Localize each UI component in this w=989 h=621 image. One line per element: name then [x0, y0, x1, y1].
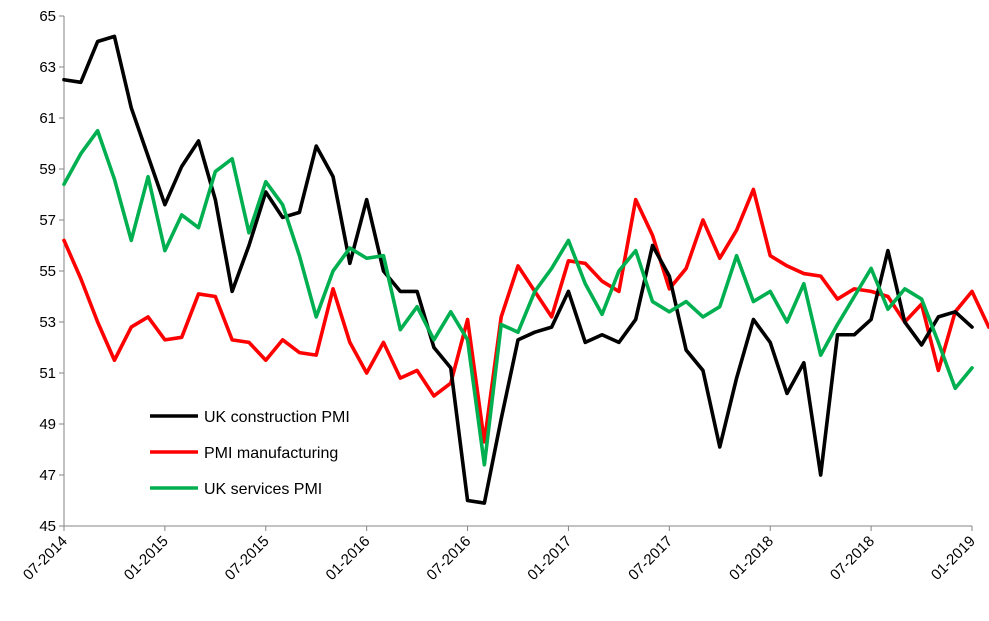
- y-axis: 45 47 49 51 53 55 57 59 61 63 65: [39, 8, 65, 535]
- y-tick-label: 59: [39, 161, 56, 178]
- y-tick-label: 51: [39, 365, 56, 382]
- x-tick-label: 07-2014: [20, 533, 71, 584]
- x-tick-label: 07-2015: [222, 533, 273, 584]
- x-tick-label: 07-2017: [625, 533, 676, 584]
- x-axis: 07-2014 01-2015 07-2015 01-2016 07-2016 01-20…: [20, 525, 979, 584]
- series-line-uk-construction-pmi: [62, 34, 974, 505]
- x-tick-label: 01-2016: [323, 533, 374, 584]
- x-tick-label: 01-2015: [121, 533, 172, 584]
- x-tick-label: 01-2019: [928, 533, 979, 584]
- y-tick-label: 57: [39, 212, 56, 229]
- series-line-pmi-manufacturing: [62, 187, 989, 444]
- y-tick-label: 49: [39, 416, 56, 433]
- legend-label: PMI manufacturing: [204, 445, 338, 462]
- y-tick-label: 63: [39, 59, 56, 76]
- x-tick-label: 07-2016: [423, 533, 474, 584]
- y-tick-label: 65: [39, 8, 56, 25]
- legend: UK construction PMI PMI manufacturing UK s…: [150, 409, 350, 498]
- legend-label: UK services PMI: [204, 481, 322, 498]
- series-lines: [62, 34, 989, 505]
- legend-label: UK construction PMI: [204, 409, 350, 426]
- series-line-uk-services-pmi: [62, 128, 974, 467]
- x-tick-label: 01-2018: [726, 533, 777, 584]
- x-tick-label: 01-2017: [524, 533, 575, 584]
- y-tick-label: 47: [39, 467, 56, 484]
- y-tick-label: 45: [39, 518, 56, 535]
- y-tick-label: 53: [39, 314, 56, 331]
- y-tick-label: 61: [39, 110, 56, 127]
- x-tick-label: 07-2018: [827, 533, 878, 584]
- y-tick-label: 55: [39, 263, 56, 280]
